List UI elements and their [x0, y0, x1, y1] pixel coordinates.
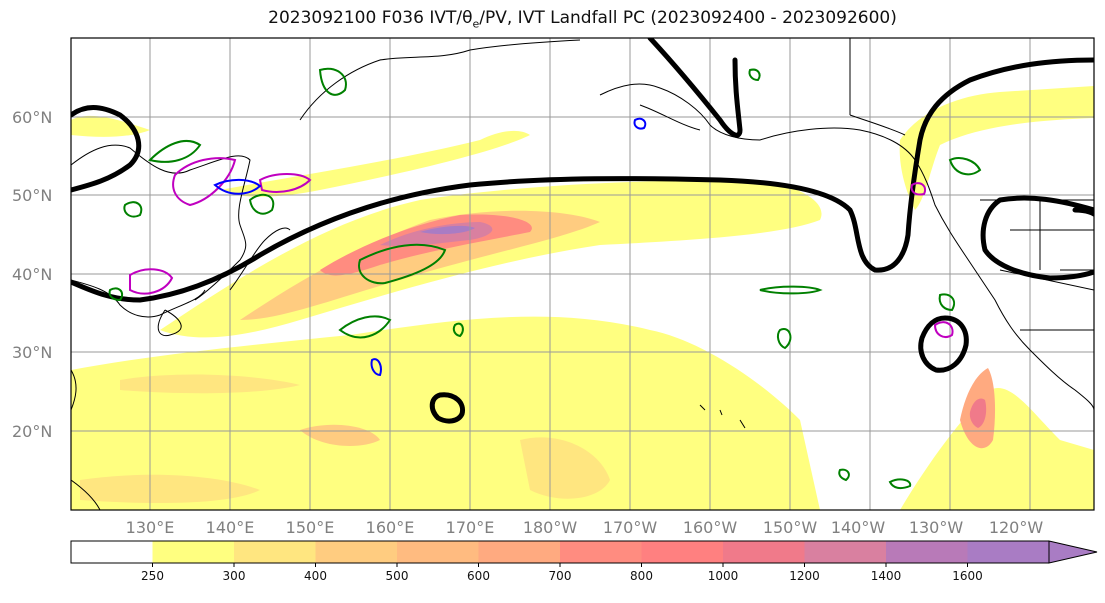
lat-label: 60°N	[12, 108, 52, 127]
lon-label: 130°E	[126, 518, 175, 537]
pv-magenta-contours	[129, 157, 954, 338]
colorbar-segment	[397, 541, 479, 563]
lat-label: 40°N	[12, 265, 52, 284]
lon-label: 170°E	[446, 518, 495, 537]
colorbar-segment	[152, 541, 235, 563]
colorbar-tick-label: 1400	[871, 569, 902, 583]
colorbar-segment	[315, 541, 398, 563]
lon-label: 140°E	[206, 518, 255, 537]
colorbar-segment	[560, 541, 642, 563]
colorbar-segment	[234, 541, 316, 563]
map-frame	[70, 37, 1095, 511]
figure-title: 2023092100 F036 IVT/θe/PV, IVT Landfall …	[268, 8, 897, 31]
lon-label: 180°W	[523, 518, 578, 537]
lat-label: 50°N	[12, 186, 52, 205]
lon-label: 150°E	[286, 518, 335, 537]
coastlines	[71, 38, 1094, 510]
colorbar-segment	[478, 541, 561, 563]
lon-label: 170°W	[603, 518, 658, 537]
colorbar-tick-label: 1000	[708, 569, 739, 583]
latitude-labels: 60°N 50°N 40°N 30°N 20°N	[12, 108, 52, 441]
colorbar-tick-label: 500	[386, 569, 409, 583]
colorbar-tick-label: 400	[304, 569, 327, 583]
colorbar-segment	[967, 541, 1050, 563]
pv-blue-contours	[213, 117, 647, 377]
colorbar-tick-label: 300	[223, 569, 246, 583]
colorbar-segment	[641, 541, 724, 563]
lon-label: 130°W	[909, 518, 964, 537]
colorbar-segment	[71, 541, 153, 563]
colorbar-tick-label: 700	[549, 569, 572, 583]
lon-label: 150°W	[763, 518, 818, 537]
lat-label: 20°N	[12, 422, 52, 441]
colorbar-segment	[886, 541, 968, 563]
pv-green-contours	[108, 67, 982, 490]
colorbar-segment	[804, 541, 887, 563]
colorbar-tick-label: 1600	[952, 569, 983, 583]
lon-label: 140°W	[831, 518, 886, 537]
colorbar-tick-label: 1200	[789, 569, 820, 583]
colorbar-segment	[723, 541, 805, 563]
colorbar: 250 300 400 500 600 700 800 1000 1200 1400 1600	[70, 540, 1098, 583]
lon-label: 160°E	[366, 518, 415, 537]
longitude-labels: 130°E 140°E 150°E 160°E 170°E 180°W 170°…	[126, 518, 1044, 537]
colorbar-tick-label: 250	[141, 569, 164, 583]
colorbar-tick-label: 800	[630, 569, 653, 583]
lon-label: 160°W	[683, 518, 738, 537]
lat-label: 30°N	[12, 343, 52, 362]
lon-label: 120°W	[989, 518, 1044, 537]
colorbar-extend-arrow	[1048, 540, 1098, 564]
colorbar-tick-label: 600	[467, 569, 490, 583]
